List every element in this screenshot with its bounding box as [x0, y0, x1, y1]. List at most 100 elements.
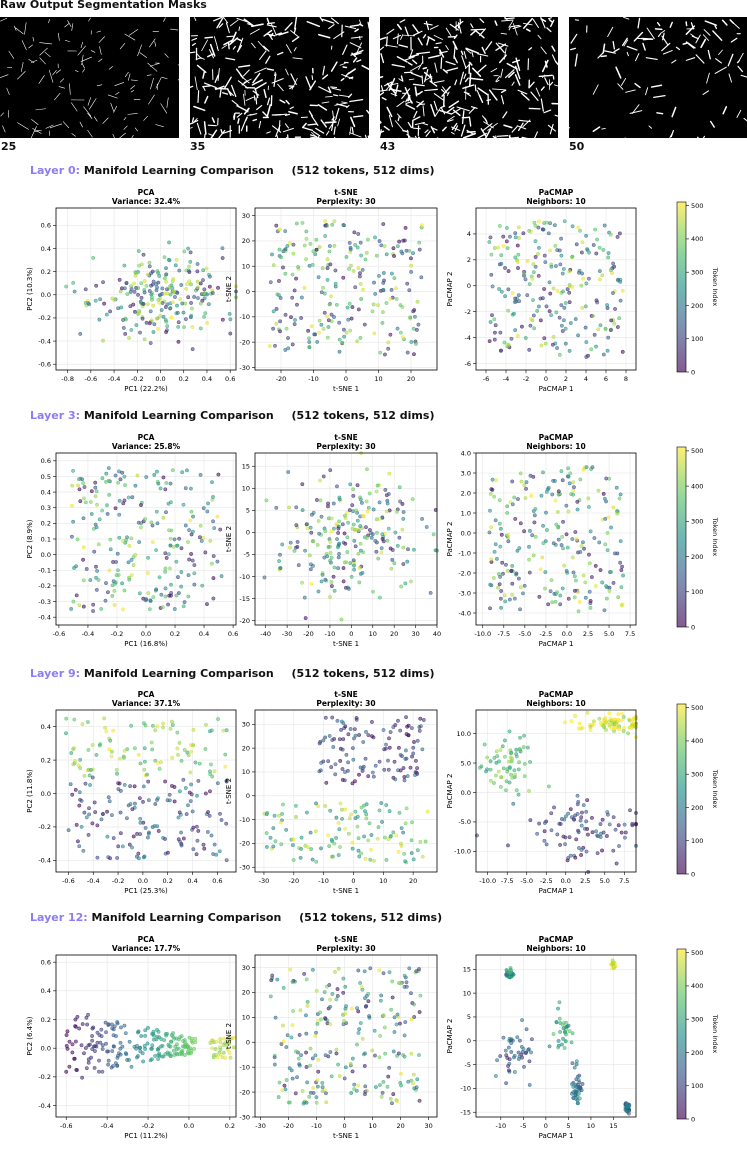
data-point [124, 1031, 127, 1034]
mask-stroke [29, 45, 33, 48]
data-point [156, 1057, 159, 1060]
data-point [318, 479, 321, 482]
data-point [323, 219, 326, 222]
y-tick-label: -5 [465, 1061, 471, 1069]
data-point [196, 270, 199, 273]
data-point [621, 350, 624, 353]
colorbar-tick-label: 300 [691, 1015, 703, 1023]
colorbar-tick-label: 200 [691, 553, 703, 561]
data-point [171, 468, 174, 471]
data-point [532, 554, 535, 557]
data-point [339, 802, 342, 805]
x-tick-label: 0.0 [155, 375, 165, 383]
data-point [120, 582, 123, 585]
data-point [71, 469, 74, 472]
mask-stroke [380, 77, 382, 79]
data-point [164, 595, 167, 598]
heading-info: (512 tokens, 512 dims) [292, 164, 435, 177]
data-point [178, 297, 181, 300]
data-point [529, 818, 532, 821]
data-point [192, 1047, 195, 1050]
data-point [337, 967, 340, 970]
data-point [515, 789, 518, 792]
mask-stroke [89, 18, 91, 21]
data-point [589, 530, 592, 533]
data-point [130, 846, 133, 849]
data-point [204, 792, 207, 795]
data-point [277, 1095, 280, 1098]
mask-stroke [228, 42, 229, 48]
data-point [195, 853, 198, 856]
data-point [118, 757, 121, 760]
data-point [156, 1035, 159, 1038]
data-point [578, 269, 581, 272]
data-point [306, 527, 309, 530]
data-point [357, 528, 360, 531]
data-point [596, 852, 599, 855]
data-point [364, 730, 367, 733]
data-point [343, 532, 346, 535]
data-point [85, 816, 88, 819]
mask-stroke [243, 94, 244, 105]
data-point [518, 546, 521, 549]
data-point [297, 1057, 300, 1060]
data-point [357, 849, 360, 852]
mask-stroke [738, 66, 742, 71]
mask-stroke [319, 35, 330, 38]
data-point [129, 724, 132, 727]
data-point [159, 1045, 162, 1048]
x-tick-label: -7.5 [501, 877, 514, 885]
data-point [304, 616, 307, 619]
y-tick-label: 20 [242, 989, 250, 997]
data-point [587, 553, 590, 556]
data-point [621, 289, 624, 292]
data-point [143, 517, 146, 520]
data-point [493, 246, 496, 249]
data-point [380, 1095, 383, 1098]
data-point [91, 256, 94, 259]
data-point [409, 992, 412, 995]
data-point [350, 317, 353, 320]
mask-stroke [426, 131, 430, 136]
data-point [97, 1070, 100, 1073]
mask-stroke [111, 103, 114, 111]
data-point [66, 1047, 69, 1050]
data-point [522, 745, 525, 748]
data-point [397, 850, 400, 853]
data-point [158, 767, 161, 770]
data-point [551, 493, 554, 496]
data-point [164, 305, 167, 308]
colorbar-label: Token Index [711, 1014, 719, 1054]
mask-stroke [480, 19, 484, 23]
data-point [392, 247, 395, 250]
data-point [272, 826, 275, 829]
data-point [108, 800, 111, 803]
data-point [128, 544, 131, 547]
mask-stroke [82, 63, 85, 68]
data-point [330, 580, 333, 583]
mask-stroke [97, 31, 101, 32]
data-point [98, 518, 101, 521]
data-point [416, 1078, 419, 1081]
data-point [531, 298, 534, 301]
data-point [219, 528, 222, 531]
data-point [416, 849, 419, 852]
x-tick-label: -5 [520, 1122, 526, 1130]
y-tick-label: 5 [467, 1013, 471, 1021]
data-point [552, 1032, 555, 1035]
data-point [340, 808, 343, 811]
data-point [385, 301, 388, 304]
mask-stroke [225, 77, 232, 88]
data-point [580, 1089, 583, 1092]
data-point [150, 1058, 153, 1061]
x-tick-label: 0 [349, 630, 353, 638]
data-point [147, 798, 150, 801]
data-point [604, 500, 607, 503]
data-point [72, 600, 75, 603]
data-point [372, 281, 375, 284]
data-point [586, 711, 589, 714]
data-point [342, 328, 345, 331]
data-point [312, 511, 315, 514]
data-point [609, 328, 612, 331]
data-point [101, 477, 104, 480]
